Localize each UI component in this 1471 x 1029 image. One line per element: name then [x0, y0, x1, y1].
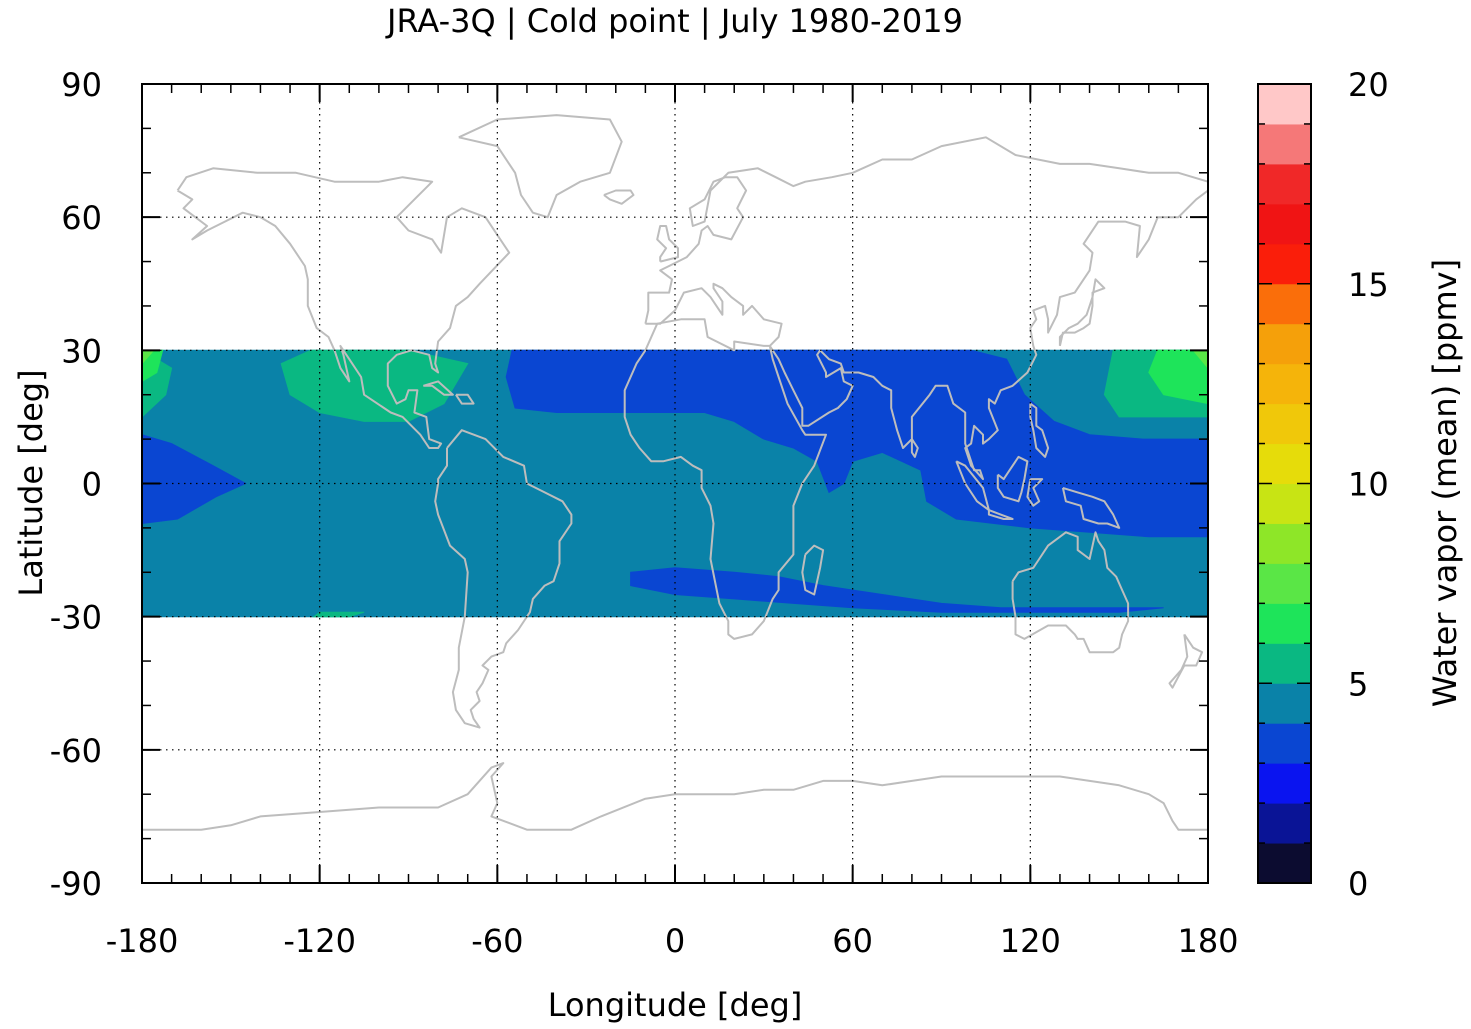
x-tick-label: -120: [283, 922, 356, 960]
y-tick-label: -90: [50, 865, 102, 903]
colorbar-tick-label: 10: [1348, 466, 1389, 504]
colorbar-bin: [1258, 323, 1311, 365]
colorbar-label: Water vapor (mean) [ppmv]: [1426, 259, 1464, 707]
coastline-new-guinea: [1061, 486, 1121, 529]
colorbar-bin: [1258, 683, 1311, 724]
y-tick-label: 90: [61, 66, 102, 104]
coastline-java: [987, 509, 1014, 520]
y-tick-label: -30: [50, 599, 102, 637]
colorbar-bin: [1258, 283, 1311, 325]
colorbar-tick-label: 15: [1348, 266, 1389, 304]
x-tick-label: 120: [1000, 922, 1061, 960]
coastline-japan: [1058, 278, 1106, 347]
colorbar-tick-label: 0: [1348, 865, 1368, 903]
coastline-south-america: [434, 429, 573, 729]
coastlines: [142, 114, 1208, 831]
coastline-new-zealand: [1168, 633, 1204, 689]
colorbar-tick-label: 20: [1348, 66, 1389, 104]
y-axis-label: Latitude [deg]: [12, 369, 50, 596]
coastline-africa: [623, 318, 827, 640]
coastline-iceland: [603, 189, 635, 205]
y-tick-labels: 90 60 30 0 -30 -60 -90: [50, 66, 102, 903]
colorbar-frame: [1257, 83, 1312, 884]
coastline-hispaniola: [455, 393, 475, 405]
contour-region-7: [312, 611, 365, 618]
contour-region-1: [142, 434, 247, 525]
colorbar-bin: [1258, 723, 1311, 764]
x-tick-label: -60: [471, 922, 523, 960]
colorbar-bin: [1258, 763, 1311, 804]
x-tick-label: 0: [665, 922, 685, 960]
colorbar-tick-label: 5: [1348, 665, 1368, 703]
y-tick-label: -60: [50, 732, 102, 770]
x-tick-label: 180: [1177, 922, 1238, 960]
colorbar-bin: [1258, 563, 1311, 604]
contour-region-3: [630, 567, 1164, 613]
colorbar-bin: [1258, 123, 1311, 165]
coastline-north-america: [176, 167, 511, 449]
colorbar: [1258, 84, 1311, 884]
grid-lines: [142, 84, 1208, 883]
colorbar-bin: [1258, 803, 1311, 844]
colorbar-bin: [1258, 483, 1311, 524]
colorbar-bin: [1258, 163, 1311, 205]
contour-region-2: [505, 349, 1208, 538]
contour-regions: [142, 349, 1208, 618]
colorbar-bin: [1258, 363, 1311, 405]
coastline-uk: [656, 225, 679, 263]
coastline-borneo: [996, 455, 1029, 503]
coastline-eurasia-africa: [644, 136, 1208, 324]
coastline-philippines: [1029, 402, 1050, 458]
coastline-madagascar: [801, 544, 825, 596]
colorbar-bin: [1258, 523, 1311, 564]
coastline-sulawesi: [1026, 478, 1044, 507]
colorbar-bin: [1258, 203, 1311, 245]
x-tick-labels: -180 -120 -60 0 60 120 180: [106, 922, 1239, 960]
y-tick-label: 30: [61, 332, 102, 370]
x-tick-label: -180: [106, 922, 179, 960]
coastline-east-asia: [645, 189, 1208, 481]
colorbar-bin: [1258, 243, 1311, 285]
colorbar-bin: [1258, 603, 1311, 644]
colorbar-bin: [1258, 443, 1311, 484]
y-tick-label: 60: [61, 199, 102, 237]
plot-frame: [141, 83, 1209, 884]
colorbar-bin: [1258, 843, 1311, 884]
colorbar-bin: [1258, 403, 1311, 445]
colorbar-bin: [1258, 84, 1311, 125]
colorbar-bin: [1258, 643, 1311, 684]
coastline-australia: [1011, 531, 1130, 654]
coastline-greenland: [458, 114, 623, 219]
y-tick-label: 0: [82, 466, 102, 504]
coastline-antarctica: [142, 762, 1208, 831]
colorbar-tick-labels: 0 5 10 15 20: [1348, 66, 1389, 903]
plot-area: [142, 84, 1208, 883]
contour-region-5: [280, 349, 469, 422]
x-axis-label: Longitude [deg]: [548, 986, 803, 1024]
x-tick-label: 60: [832, 922, 873, 960]
chart-title: JRA-3Q | Cold point | July 1980-2019: [385, 2, 963, 40]
coastline-sri-lanka: [910, 438, 919, 458]
coastline-cuba: [423, 380, 454, 396]
